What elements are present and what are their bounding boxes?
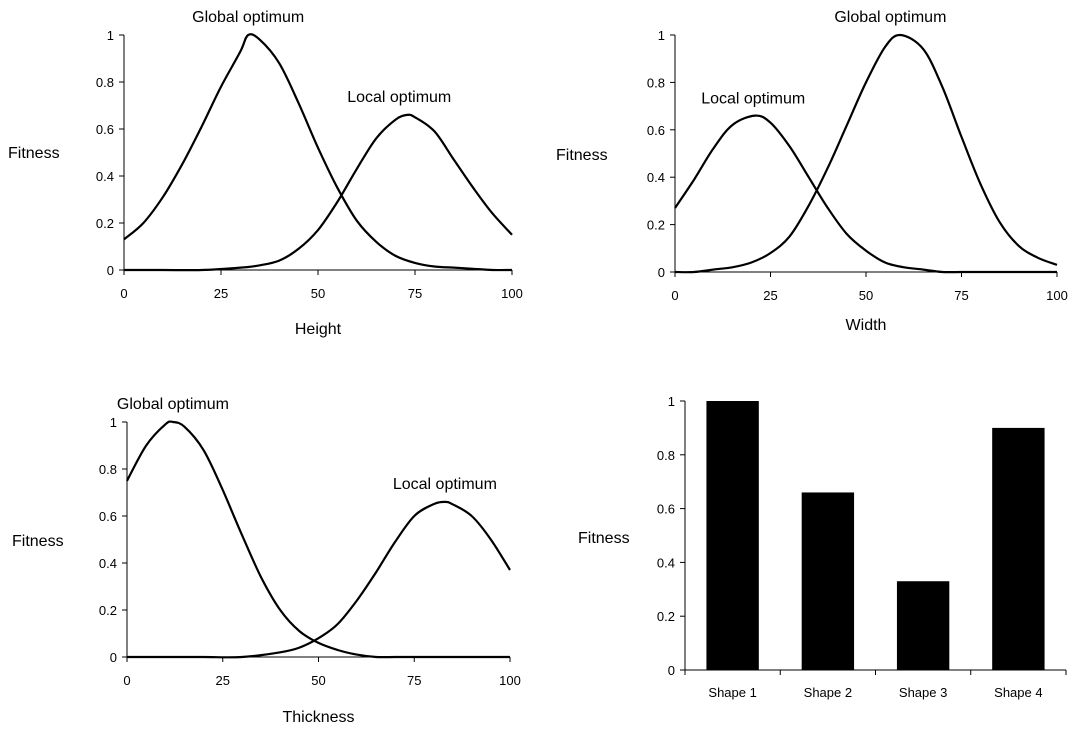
annotation-label: Global optimum [192, 9, 304, 26]
y-tick-label: 1 [107, 28, 114, 43]
y-tick-label: 0.2 [657, 609, 675, 624]
y-axis-title: Fitness [578, 530, 630, 547]
y-tick-label: 1 [668, 394, 675, 409]
x-tick-label: 100 [499, 673, 521, 688]
x-tick-label: 75 [407, 673, 421, 688]
category-label: Shape 3 [899, 685, 947, 700]
series-line-1 [674, 114, 1057, 274]
category-label: Shape 2 [804, 685, 852, 700]
series-line-2 [124, 113, 513, 272]
x-tick-label: 100 [501, 286, 523, 301]
bar [992, 427, 1045, 670]
y-tick-label: 1 [110, 415, 117, 430]
annotation-label: Local optimum [701, 91, 805, 108]
x-tick-label: 25 [216, 673, 230, 688]
x-tick-label: 50 [311, 673, 325, 688]
annotation-label: Local optimum [347, 89, 451, 106]
x-axis-title: Width [846, 317, 887, 334]
y-tick-label: 0.8 [657, 448, 675, 463]
x-tick-label: 75 [408, 286, 422, 301]
series-line-1 [126, 420, 510, 659]
y-tick-label: 0.8 [99, 462, 117, 477]
chart-panel-2: 0 0.2 0.4 0.6 0.8 1 Fitness 0 25 50 75 100 Width Glob… [556, 9, 1068, 334]
y-tick-label: 0 [658, 265, 665, 280]
bar [706, 401, 759, 670]
y-tick-label: 0.8 [647, 75, 665, 90]
y-axis-title: Fitness [556, 147, 608, 164]
y-tick-label: 0.6 [96, 122, 114, 137]
y-tick-label: 0.2 [99, 603, 117, 618]
annotation-label: Local optimum [393, 476, 497, 493]
series-line-1 [123, 33, 513, 272]
y-tick-label: 0.4 [657, 555, 675, 570]
y-tick-label: 1 [658, 28, 665, 43]
y-tick-label: 0 [110, 650, 117, 665]
y-tick-label: 0.2 [647, 218, 665, 233]
x-tick-label: 25 [763, 288, 777, 303]
x-tick-label: 0 [123, 673, 130, 688]
annotation-label: Global optimum [117, 396, 229, 413]
y-tick-label: 0.4 [647, 170, 665, 185]
x-tick-label: 50 [859, 288, 873, 303]
y-tick-label: 0.4 [99, 556, 117, 571]
y-tick-label: 0.2 [96, 216, 114, 231]
x-tick-label: 50 [311, 286, 325, 301]
x-tick-label: 75 [954, 288, 968, 303]
series-line-2 [127, 500, 511, 659]
y-tick-label: 0 [668, 663, 675, 678]
y-axis-title: Fitness [8, 145, 60, 162]
annotation-label: Global optimum [834, 9, 946, 26]
y-tick-label: 0.6 [657, 502, 675, 517]
chart-panel-1: 0 0.2 0.4 0.6 0.8 1 Fitness 0 25 50 75 100 Height Glo… [8, 9, 523, 338]
series-line-2 [674, 33, 1058, 274]
x-tick-label: 0 [120, 286, 127, 301]
chart-panel-4: 0 0.2 0.4 0.6 0.8 1 Fitness Shape 1 Shape 2 Shape… [578, 394, 1067, 700]
x-tick-label: 0 [671, 288, 678, 303]
bar [896, 581, 950, 670]
category-label: Shape 4 [994, 685, 1042, 700]
y-tick-label: 0 [107, 263, 114, 278]
x-axis-title: Thickness [282, 709, 354, 726]
x-tick-label: 100 [1046, 288, 1068, 303]
y-tick-label: 0.8 [96, 75, 114, 90]
y-tick-label: 0.4 [96, 169, 114, 184]
y-axis-title: Fitness [12, 533, 64, 550]
y-tick-label: 0.6 [99, 509, 117, 524]
category-label: Shape 1 [708, 685, 756, 700]
chart-panel-3: 0 0.2 0.4 0.6 0.8 1 Fitness 0 25 50 75 100 Thickness… [12, 396, 521, 726]
y-tick-label: 0.6 [647, 123, 665, 138]
x-tick-label: 25 [214, 286, 228, 301]
bar [801, 492, 855, 670]
x-axis-title: Height [295, 321, 342, 338]
